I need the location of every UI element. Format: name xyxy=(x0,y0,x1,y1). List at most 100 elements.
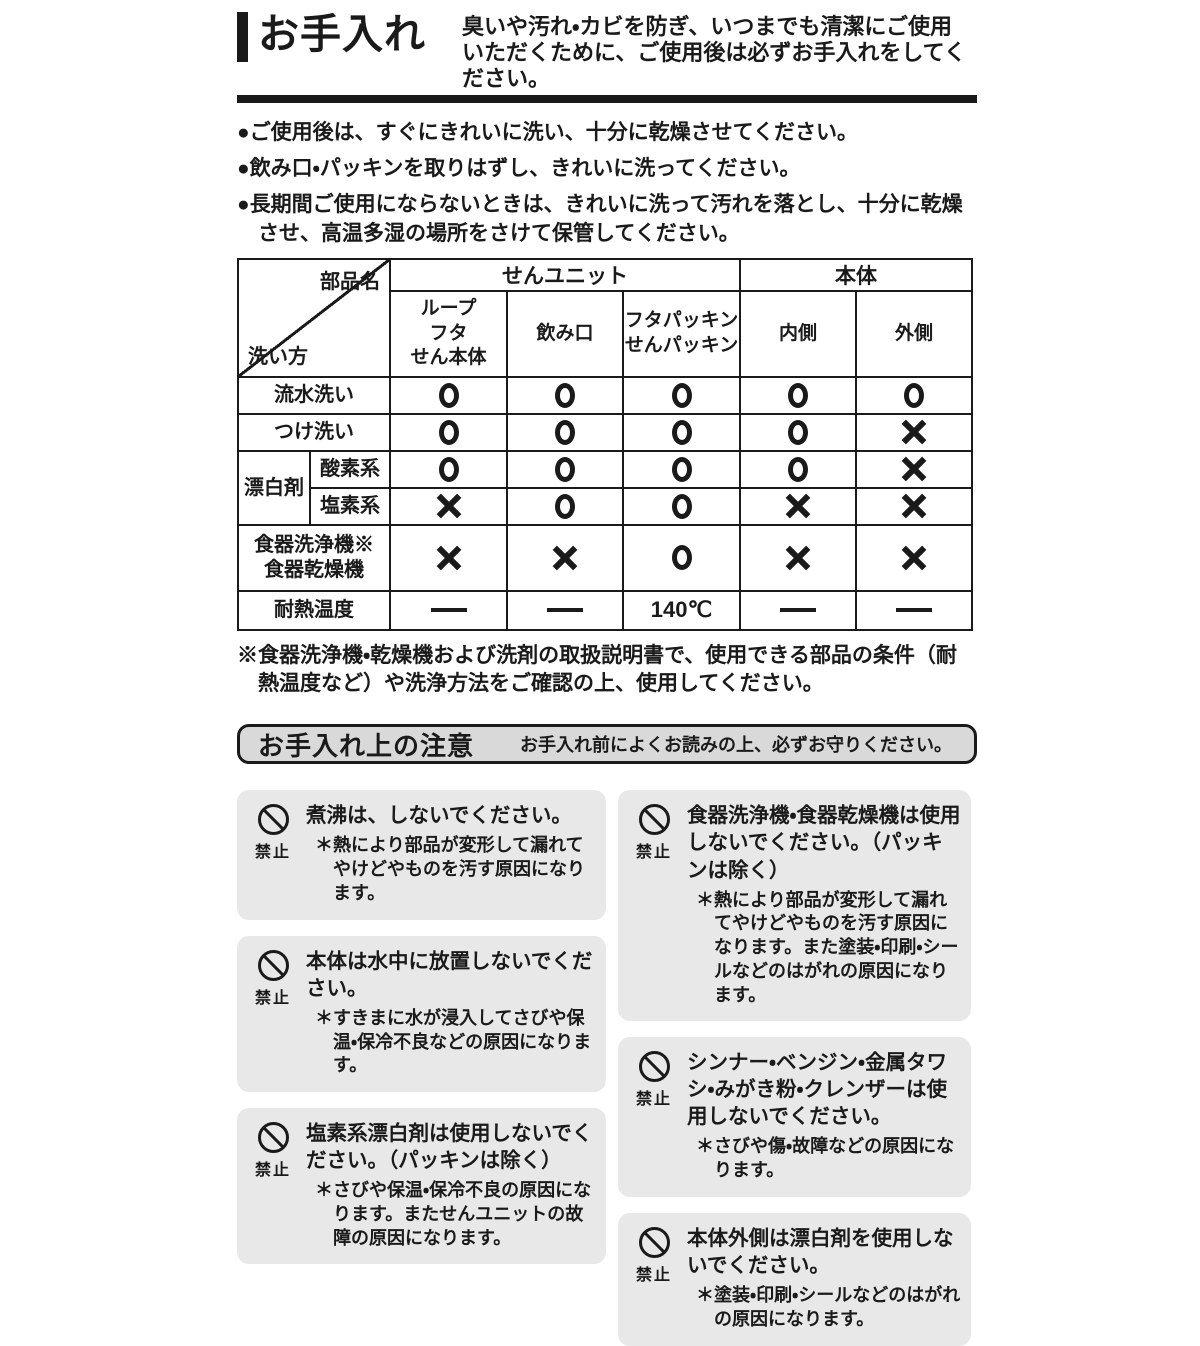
header-description: 臭いや汚れ・カビを防ぎ、いつまでも清潔にご使用 いただくために、ご使用後は必ずお手… xyxy=(462,12,977,92)
circle-mark xyxy=(438,382,459,408)
circle-mark xyxy=(904,382,925,408)
x-mark xyxy=(900,544,928,572)
prohibition-label: 禁止 xyxy=(254,1162,291,1180)
care-instructions-page: お手入れ 臭いや汚れ・カビを防ぎ、いつまでも清潔にご使用 いただくために、ご使用後… xyxy=(237,11,977,1346)
prohibition-icon xyxy=(257,1122,289,1154)
column-header-gaskets: フタパッキン せんパッキン xyxy=(621,289,742,378)
bullet-text: 長期間ご使用にならないときは、きれいに洗って汚れを落とし、十分に乾燥させ、高温多… xyxy=(249,192,963,245)
circle-mark xyxy=(555,382,575,408)
corner-label-parts: 部品名 xyxy=(320,270,380,293)
table-cell xyxy=(506,375,624,415)
notice-subtitle: お手入れ前によくお読みの上、必ずお守りください。 xyxy=(520,735,953,756)
bullet-item: ●ご使用後は、すぐにきれいに洗い、十分に乾燥させてください。 xyxy=(237,119,977,148)
warning-body: 本体外側は漂白剤を使用しないでください。 ＊塗装・印刷・シールなどのはがれの原因… xyxy=(687,1225,961,1332)
table-cell xyxy=(621,523,742,592)
prohibition-label: 禁止 xyxy=(635,844,672,862)
row-label-soaking: つけ洗い xyxy=(237,412,391,452)
dash-mark xyxy=(896,608,933,612)
table-cell xyxy=(389,449,508,489)
warning-body: 煮沸は、しないでください。 ＊熱により部品が変形して漏れてやけどやものを汚す原因… xyxy=(306,802,596,905)
warning-box: 禁止 本体は水中に放置しないでください。 ＊すきまに水が浸入してさびや保温・保冷… xyxy=(237,935,606,1093)
table-cell xyxy=(506,589,624,631)
warning-note: ＊熱により部品が変形して漏れてやけどやものを汚す原因になります。また塗装・印刷・… xyxy=(696,889,959,1005)
table-cell xyxy=(621,486,742,526)
column-group-body: 本体 xyxy=(739,257,974,292)
prohibition-sign: 禁止 xyxy=(249,1120,297,1250)
table-footnote: ※食器洗浄機・乾燥機および洗剤の取扱説明書で、使用できる部品の条件（耐熱温度など… xyxy=(237,643,957,696)
warning-note: ＊さびや傷・故障などの原因になります。 xyxy=(696,1136,955,1181)
table-cell xyxy=(855,449,974,489)
warning-box: 禁止 塩素系漂白剤は使用しないでください。（パッキンは除く） ＊さびや保温・保冷… xyxy=(237,1108,606,1265)
prohibition-icon xyxy=(257,949,289,981)
table-cell xyxy=(389,486,508,526)
warn-col-right: 禁止 食器洗浄機・食器乾燥機は使用しないでください。（パッキンは除く） ＊熱によ… xyxy=(618,790,971,1346)
warning-title: 煮沸は、しないでください。 xyxy=(306,804,572,828)
row-label-heat-resistance: 耐熱温度 xyxy=(237,589,391,631)
warning-note: ＊塗装・印刷・シールなどのはがれの原因になります。 xyxy=(696,1285,961,1329)
circle-mark xyxy=(555,419,575,445)
prohibition-label: 禁止 xyxy=(635,1266,672,1284)
row-label-dishwasher: 食器洗浄機※ 食器乾燥機 xyxy=(237,523,391,592)
bullet-list: ●ご使用後は、すぐにきれいに洗い、十分に乾燥させてください。 ●飲み口・パッキンを… xyxy=(237,119,977,249)
circle-mark xyxy=(788,382,809,408)
prohibition-icon xyxy=(638,804,670,836)
page-title: お手入れ xyxy=(258,11,426,57)
table-cell xyxy=(855,523,974,592)
prohibition-sign: 禁止 xyxy=(630,1225,678,1332)
warning-box: 禁止 シンナー・ベンジン・金属タワシ・みがき粉・クレンザーは使用しないでください… xyxy=(618,1037,971,1197)
table-cell xyxy=(506,486,624,526)
warning-body: 食器洗浄機・食器乾燥機は使用しないでください。（パッキンは除く） ＊熱により部品… xyxy=(687,802,961,1007)
table-cell xyxy=(739,449,858,489)
bullet-marker: ● xyxy=(237,156,250,180)
table-cell xyxy=(739,523,858,592)
bullet-marker: ● xyxy=(237,192,250,216)
x-mark xyxy=(900,418,928,446)
circle-mark xyxy=(671,545,692,571)
table-cell xyxy=(389,375,508,415)
circle-mark xyxy=(555,493,575,519)
bullet-marker: ● xyxy=(237,120,250,144)
warning-note: ＊すきまに水が浸入してさびや保温・保冷不良などの原因になります。 xyxy=(315,1007,592,1076)
circle-mark xyxy=(671,456,692,482)
table-cell xyxy=(389,589,508,631)
row-label-chlorine-bleach: 塩素系 xyxy=(309,486,391,526)
dash-mark xyxy=(430,608,467,612)
x-mark xyxy=(435,492,463,520)
prohibition-sign: 禁止 xyxy=(249,802,297,905)
x-mark xyxy=(784,544,812,572)
warning-box: 禁止 本体外側は漂白剤を使用しないでください。 ＊塗装・印刷・シールなどのはがれ… xyxy=(618,1212,971,1346)
column-header-outside: 外側 xyxy=(855,289,974,378)
table-cell xyxy=(506,449,624,489)
notice-title: お手入れ上の注意 xyxy=(258,730,475,761)
column-header-inside: 内側 xyxy=(739,289,858,378)
prohibition-icon xyxy=(638,1226,670,1258)
table-cell xyxy=(621,375,742,415)
table-cell: 140℃ xyxy=(621,589,742,631)
title-accent-bar xyxy=(237,12,248,62)
corner-label-washing: 洗い方 xyxy=(248,345,308,368)
table-cell xyxy=(739,589,858,631)
table-cell xyxy=(506,523,624,592)
warning-box: 禁止 煮沸は、しないでください。 ＊熱により部品が変形して漏れてやけどやものを汚… xyxy=(237,790,606,920)
notice-header: お手入れ上の注意 お手入れ前によくお読みの上、必ずお守りください。 xyxy=(237,724,977,765)
column-group-sen-unit: せんユニット xyxy=(388,257,742,292)
warning-body: 塩素系漂白剤は使用しないでください。（パッキンは除く） ＊さびや保温・保冷不良の… xyxy=(306,1120,596,1250)
warning-box: 禁止 食器洗浄機・食器乾燥機は使用しないでください。（パッキンは除く） ＊熱によ… xyxy=(618,790,971,1022)
table-cell xyxy=(739,375,858,415)
warning-title: 本体は水中に放置しないでください。 xyxy=(306,949,593,1000)
circle-mark xyxy=(438,419,459,445)
table-cell xyxy=(739,412,858,452)
bullet-item: ●飲み口・パッキンを取りはずし、きれいに洗ってください。 xyxy=(237,155,977,184)
row-group-bleach: 漂白剤 xyxy=(237,449,311,526)
bullet-text: 飲み口・パッキンを取りはずし、きれいに洗ってください。 xyxy=(249,156,801,180)
temperature-value: 140℃ xyxy=(650,597,713,623)
header-description-line1: 臭いや汚れ・カビを防ぎ、いつまでも清潔にご使用 xyxy=(462,14,952,39)
prohibition-label: 禁止 xyxy=(635,1091,672,1109)
bullet-text: ご使用後は、すぐにきれいに洗い、十分に乾燥させてください。 xyxy=(249,120,859,144)
prohibition-sign: 禁止 xyxy=(630,1049,678,1183)
table-cell xyxy=(855,375,974,415)
table-cell xyxy=(506,412,624,452)
table-cell xyxy=(855,486,974,526)
warning-note: ＊さびや保温・保冷不良の原因になります。またせんユニットの故障の原因になります。 xyxy=(315,1180,592,1248)
care-table: 部品名 洗い方 せんユニット 本体 ループ フタ せん本体 飲み口 フタパッキン… xyxy=(237,257,974,631)
